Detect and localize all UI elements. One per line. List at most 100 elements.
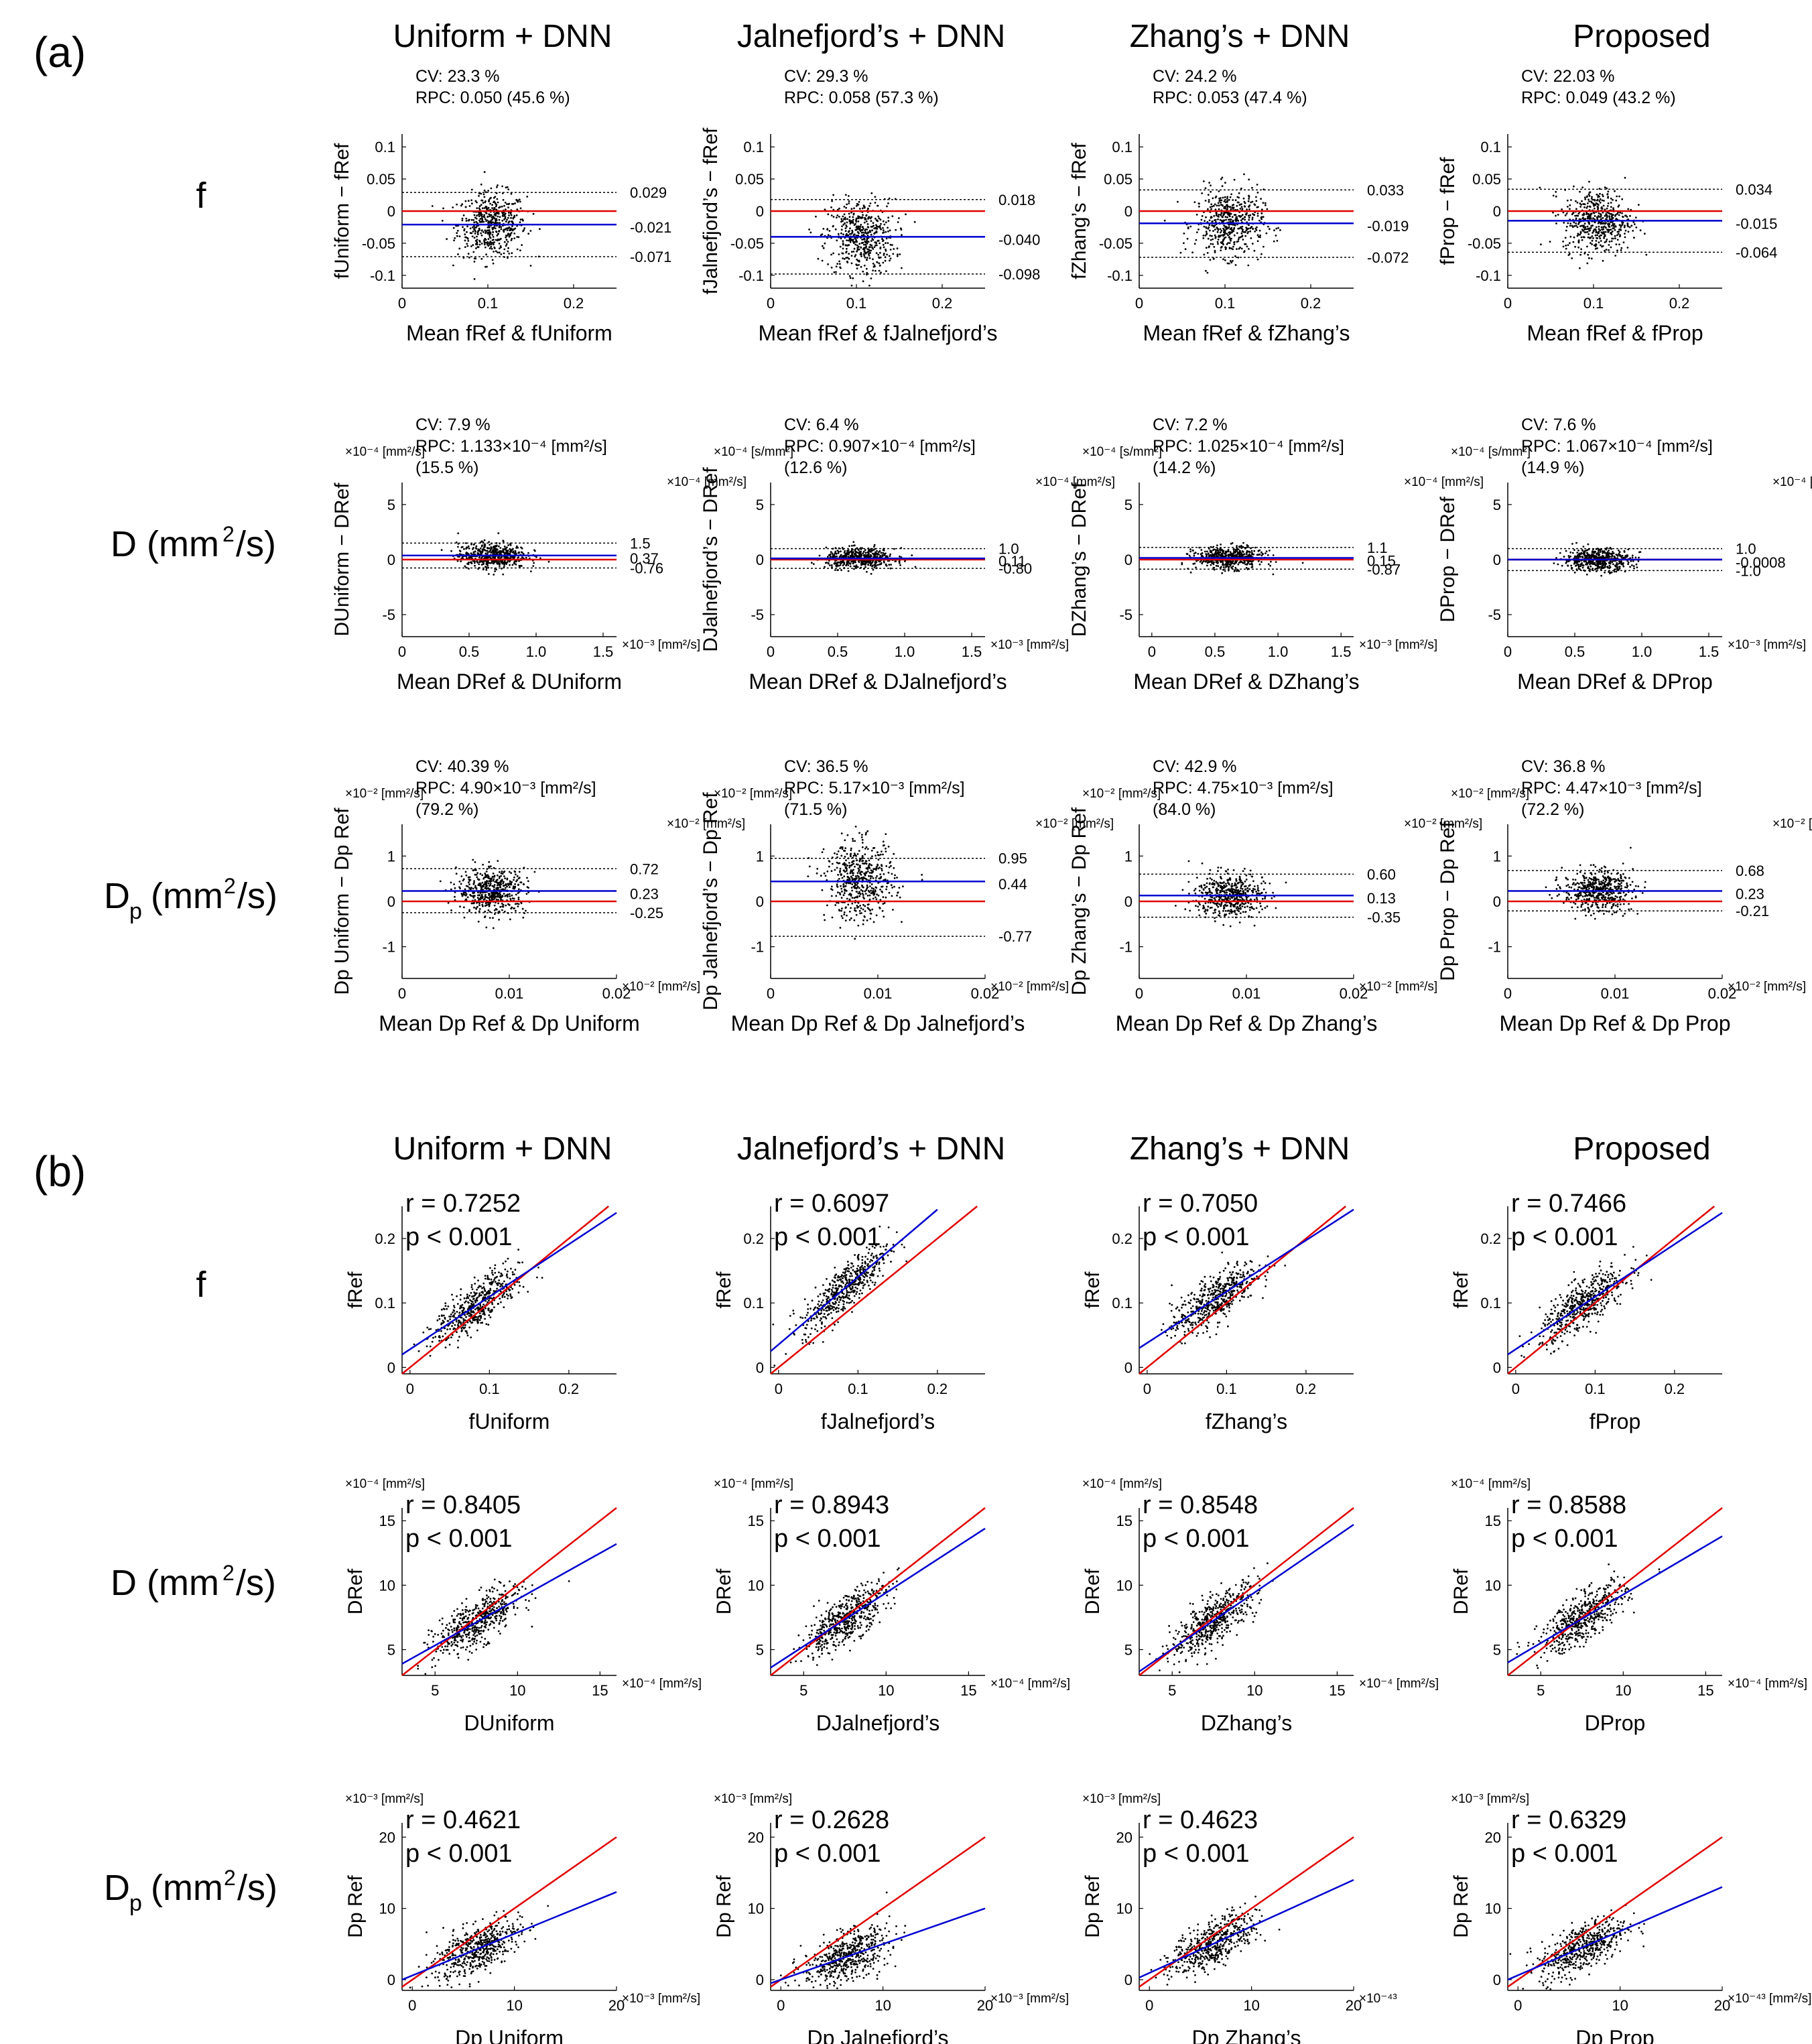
data-point xyxy=(872,222,875,225)
data-point xyxy=(1592,232,1594,234)
data-point xyxy=(1592,217,1595,220)
data-point xyxy=(1562,245,1565,248)
data-point xyxy=(470,556,472,559)
data-point xyxy=(1244,202,1246,204)
data-point xyxy=(1622,556,1625,559)
data-point xyxy=(1590,198,1593,200)
data-point xyxy=(479,220,481,223)
data-point xyxy=(827,213,830,216)
data-point xyxy=(1211,205,1214,208)
data-point xyxy=(831,552,834,555)
data-point xyxy=(1594,221,1596,224)
data-point xyxy=(1567,555,1570,557)
line-value-label: 0.23 xyxy=(630,885,659,902)
data-point xyxy=(496,239,499,242)
data-point xyxy=(474,564,476,567)
data-point xyxy=(478,883,480,885)
data-point xyxy=(493,892,495,895)
data-point xyxy=(485,904,488,906)
data-point xyxy=(491,229,494,231)
data-point xyxy=(518,198,521,201)
data-point xyxy=(1638,551,1640,554)
data-point xyxy=(830,266,833,269)
data-point xyxy=(844,216,846,219)
data-point xyxy=(1610,206,1612,208)
x-unit-label: ×10⁻² [mm²/s] xyxy=(622,980,700,994)
data-point xyxy=(1228,242,1231,244)
data-point xyxy=(1598,188,1601,190)
data-point xyxy=(1585,228,1588,231)
data-point xyxy=(1222,566,1225,568)
data-point xyxy=(1244,216,1246,218)
data-point xyxy=(1603,235,1606,238)
data-point xyxy=(1223,212,1225,215)
data-point xyxy=(497,874,499,877)
data-point xyxy=(1266,208,1269,210)
data-point xyxy=(494,913,496,915)
data-point xyxy=(1600,556,1602,558)
data-point xyxy=(1231,542,1234,544)
data-point xyxy=(463,891,465,894)
data-point xyxy=(513,233,516,235)
data-point xyxy=(1183,233,1185,235)
data-point xyxy=(1265,550,1268,553)
data-point xyxy=(488,867,491,869)
data-point xyxy=(1210,190,1212,193)
data-point xyxy=(1198,205,1200,208)
data-point xyxy=(472,251,475,253)
data-point xyxy=(472,544,475,546)
data-point xyxy=(1226,196,1229,198)
data-point xyxy=(475,887,478,889)
data-point xyxy=(495,568,498,571)
x-axis-title: Mean fRef & fJalnefjord’s xyxy=(759,321,998,345)
data-point xyxy=(1571,212,1574,214)
data-point xyxy=(1269,564,1271,567)
stats-line: (14.9 %) xyxy=(1521,458,1584,477)
data-point xyxy=(1250,547,1252,550)
data-point xyxy=(1208,548,1210,550)
data-point xyxy=(905,213,907,216)
data-point xyxy=(1599,202,1602,204)
data-point xyxy=(431,205,434,207)
data-point xyxy=(484,265,487,268)
data-point xyxy=(1618,224,1621,227)
data-point xyxy=(1606,229,1608,231)
data-point xyxy=(526,877,528,879)
column-title: Proposed xyxy=(1573,1131,1710,1167)
data-point xyxy=(1231,216,1234,218)
data-point xyxy=(885,221,887,224)
data-point xyxy=(1566,199,1569,202)
data-point xyxy=(1627,208,1630,210)
data-point xyxy=(1601,567,1603,569)
data-point xyxy=(1241,230,1244,233)
data-point xyxy=(1214,203,1216,206)
data-point xyxy=(474,873,476,876)
data-point xyxy=(875,217,877,220)
data-point xyxy=(1184,248,1187,251)
data-point xyxy=(878,262,881,265)
data-point xyxy=(848,275,851,277)
data-point xyxy=(1618,554,1621,557)
data-point xyxy=(1592,198,1594,201)
data-point xyxy=(1242,541,1244,544)
data-point xyxy=(492,262,495,265)
data-point xyxy=(1575,541,1577,544)
data-point xyxy=(832,556,835,558)
data-point xyxy=(468,218,470,221)
data-point xyxy=(497,251,499,254)
data-point xyxy=(478,219,480,222)
data-point xyxy=(482,193,485,196)
data-point xyxy=(488,229,491,231)
data-point xyxy=(1240,555,1242,558)
data-point xyxy=(871,564,874,567)
data-point xyxy=(850,554,852,557)
data-point xyxy=(1611,225,1613,227)
data-point xyxy=(1198,202,1200,204)
data-point xyxy=(487,215,489,218)
row-label-dp-sup: 2 xyxy=(224,874,236,898)
data-point xyxy=(507,893,509,895)
data-point xyxy=(1581,225,1584,227)
data-point xyxy=(501,871,503,873)
data-point xyxy=(1586,211,1588,214)
